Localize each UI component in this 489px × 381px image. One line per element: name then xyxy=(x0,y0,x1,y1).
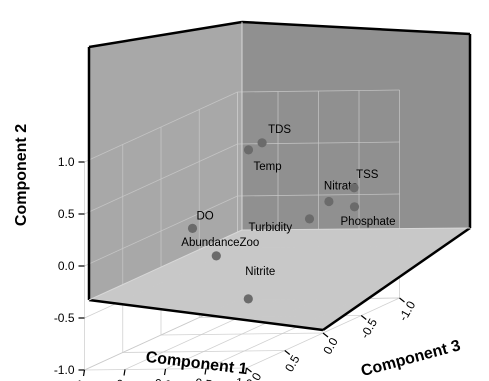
data-point xyxy=(187,223,198,233)
z-tick-mark xyxy=(246,367,252,373)
x-axis-title: Component 1 xyxy=(145,349,249,378)
z-tick-label: 0.0 xyxy=(320,335,341,357)
y-tick-label: -1.0 xyxy=(54,363,75,377)
z-tick-mark xyxy=(399,297,405,303)
y-tick-label: 0.5 xyxy=(58,207,75,221)
point-label: TSS xyxy=(356,169,379,181)
z-tick-mark xyxy=(322,332,329,338)
data-point xyxy=(211,251,221,261)
data-point xyxy=(243,145,254,155)
z-tick-label: 0.5 xyxy=(282,352,303,374)
back-wall xyxy=(242,22,470,230)
grid-lines xyxy=(84,89,400,371)
y-tick-label: 0.0 xyxy=(58,259,75,273)
inner-edges xyxy=(88,22,471,301)
data-point xyxy=(349,202,360,212)
y-tick-label: 1.0 xyxy=(58,155,75,169)
z-tick-mark xyxy=(360,315,367,320)
data-point xyxy=(243,294,253,304)
y-tick-label: -0.5 xyxy=(54,311,75,325)
point-label: Nitrite xyxy=(245,266,275,278)
z-tick-label: -0.5 xyxy=(358,316,381,341)
grid-line xyxy=(84,143,238,215)
grid-line xyxy=(160,332,324,336)
x-tick-mark xyxy=(123,369,126,376)
z-tick-mark xyxy=(284,350,291,355)
point-label: Nitrate xyxy=(324,181,358,193)
frame-edges xyxy=(87,20,472,332)
point-label: Phosphate xyxy=(341,216,396,228)
grid-line xyxy=(205,298,360,369)
grid-line xyxy=(237,89,400,93)
data-point xyxy=(257,138,267,148)
x-tick-label: 1.0 xyxy=(235,375,254,381)
point-label: AbundanceZoo xyxy=(181,237,259,249)
point-label: DO xyxy=(197,210,214,222)
grid-line xyxy=(84,91,238,163)
floor xyxy=(89,228,470,330)
z-tick-label: 1.0 xyxy=(244,370,265,381)
data-point xyxy=(304,214,315,224)
x-tick-mark xyxy=(163,368,167,376)
x-tick-mark xyxy=(244,367,248,375)
z-tick-label: -1.0 xyxy=(396,298,419,323)
x-tick-label: 0.0 xyxy=(154,376,173,381)
side-wall xyxy=(89,22,242,300)
y-axis-title: Component 2 xyxy=(13,124,30,226)
point-label: Turbidity xyxy=(249,222,293,234)
x-tick-label: -0.5 xyxy=(111,376,134,381)
z-axis-title: Component 3 xyxy=(359,337,462,380)
grid-line xyxy=(122,350,285,353)
data-point xyxy=(324,196,334,207)
x-tick-mark xyxy=(82,369,86,377)
x-tick-mark xyxy=(204,368,207,375)
data-point xyxy=(349,183,359,193)
x-tick-label: -1.0 xyxy=(71,377,94,381)
x-tick-label: 0.5 xyxy=(194,375,213,381)
point-label: Temp xyxy=(254,161,282,173)
point-label: TDS xyxy=(268,124,291,136)
